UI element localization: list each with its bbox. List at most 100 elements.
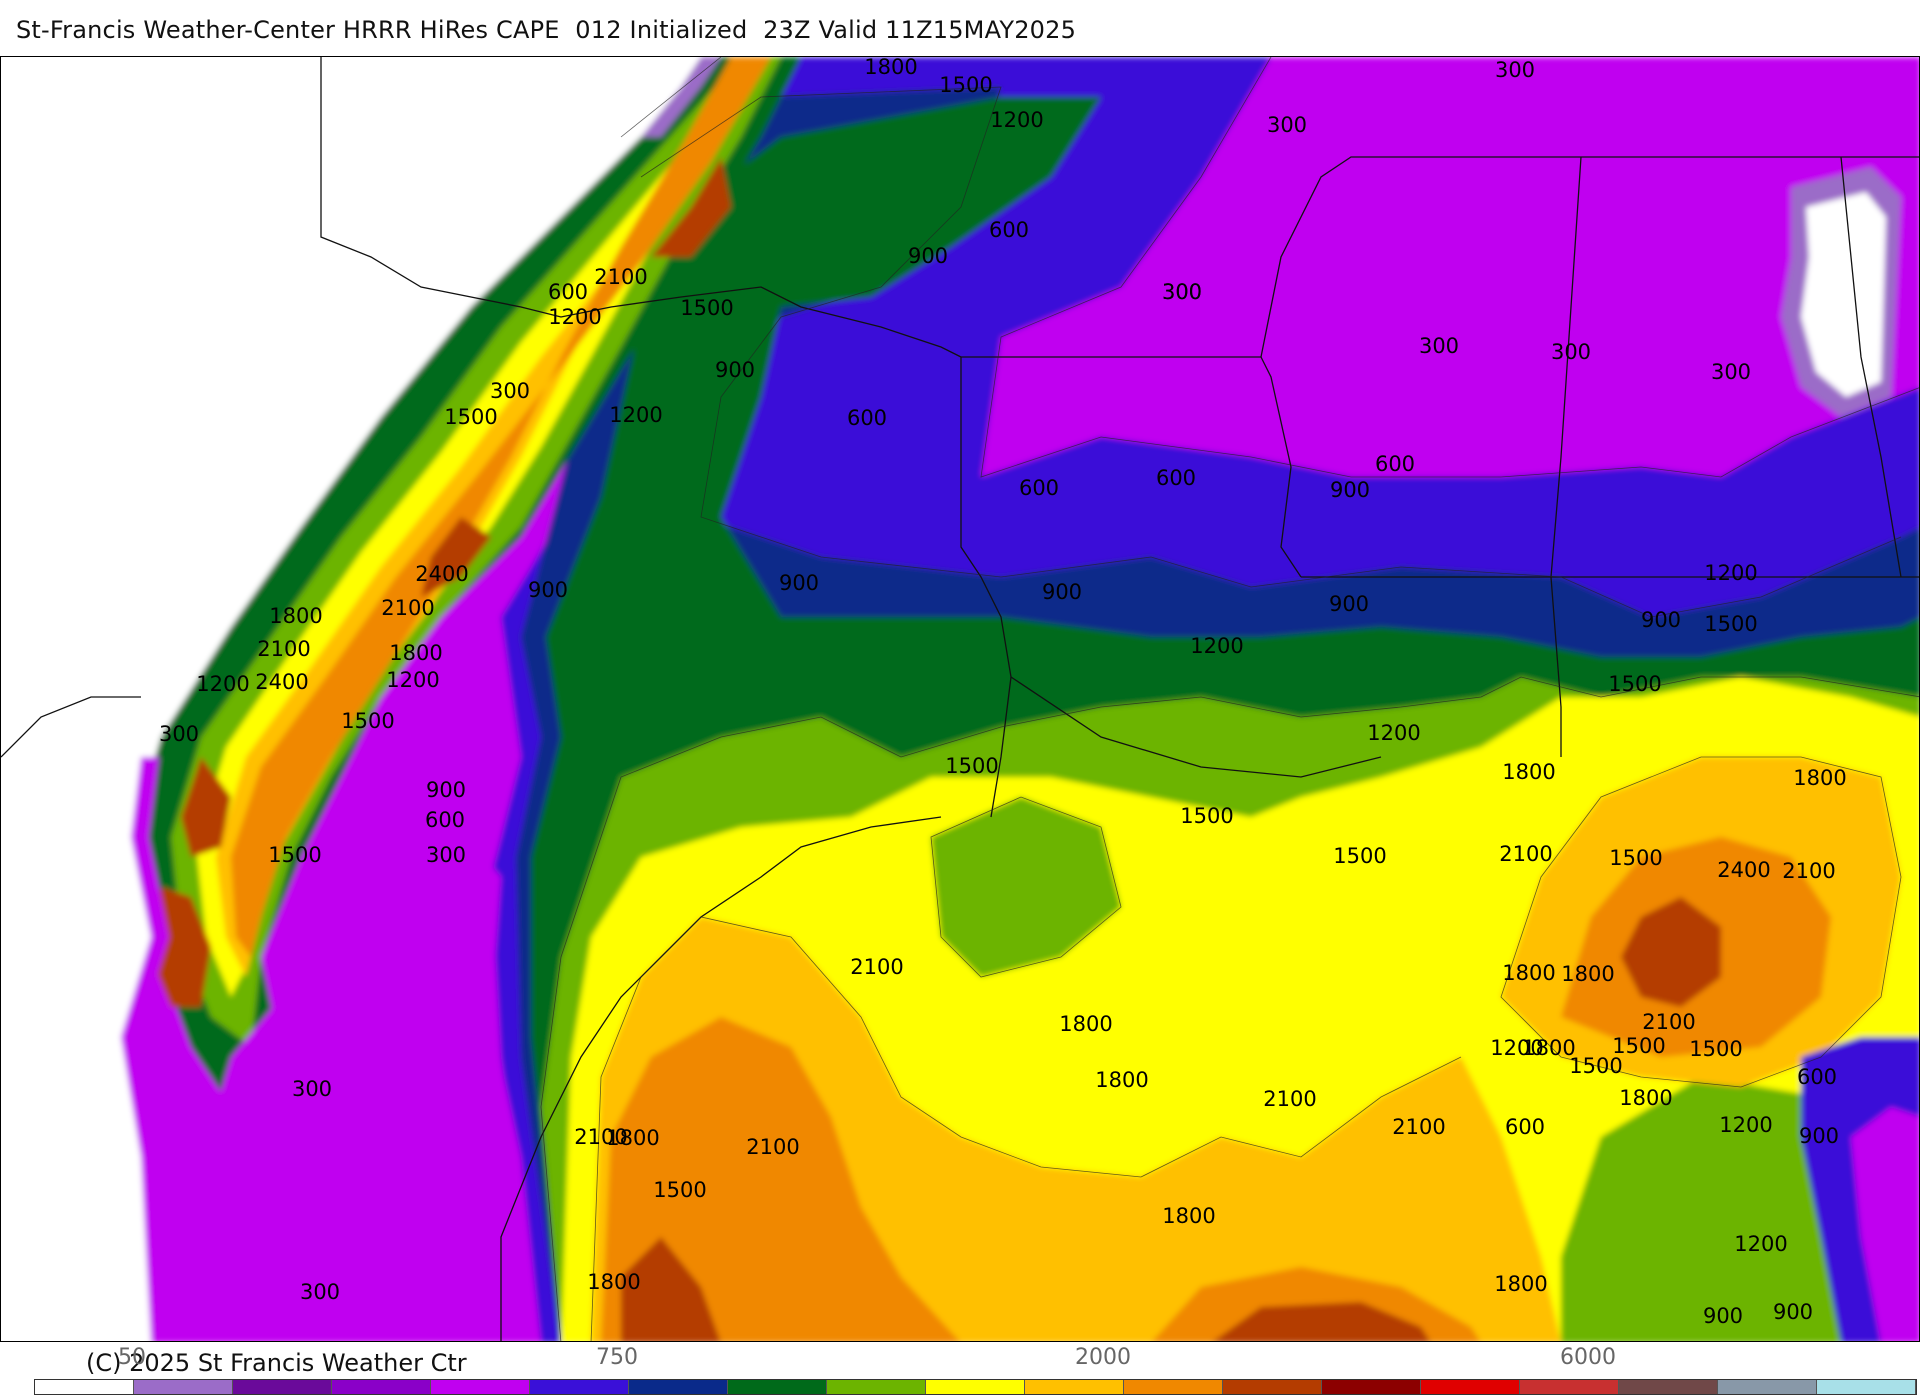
contour-label: 1500 [1608,672,1661,696]
cape-fill-layer [1,57,1919,1341]
contour-label: 2100 [1642,1010,1695,1034]
contour-label: 1500 [1689,1037,1742,1061]
contour-label: 1800 [606,1126,659,1150]
contour-label: 900 [1799,1124,1839,1148]
contour-label: 1800 [864,57,917,79]
colorbar-swatch [233,1380,332,1394]
contour-label: 900 [715,358,755,382]
contour-label: 600 [989,218,1029,242]
contour-label: 1200 [990,108,1043,132]
contour-label: 1500 [1609,846,1662,870]
contour-label: 1800 [1494,1272,1547,1296]
contour-label: 1200 [1719,1113,1772,1137]
contour-label: 600 [1019,476,1059,500]
copyright-text: (C) 2025 St Francis Weather Ctr [86,1349,467,1377]
contour-label: 1800 [587,1270,640,1294]
contour-label: 600 [425,808,465,832]
contour-label: 900 [1330,478,1370,502]
contour-label: 1800 [269,604,322,628]
contour-label: 300 [1419,334,1459,358]
contour-label: 2100 [381,596,434,620]
contour-label: 900 [908,244,948,268]
contour-label: 1800 [1059,1012,1112,1036]
contour-label: 1800 [1522,1036,1575,1060]
contour-label: 300 [426,843,466,867]
contour-label: 1200 [1734,1232,1787,1256]
contour-label: 300 [1162,280,1202,304]
contour-label: 2100 [1782,859,1835,883]
contour-label: 300 [1495,58,1535,82]
colorbar-swatch [530,1380,629,1394]
contour-label: 2100 [574,1125,627,1149]
contour-label: 1500 [1704,612,1757,636]
contour-label: 2100 [257,637,310,661]
contour-label: 900 [426,778,466,802]
contour-label: 1500 [653,1178,706,1202]
colorbar-tick-label: 2000 [1075,1345,1131,1370]
colorbar-swatch [629,1380,728,1394]
contour-label: 300 [1551,340,1591,364]
contour-label: 1800 [1793,766,1846,790]
contour-label: 900 [1703,1304,1743,1328]
colorbar-swatch [728,1380,827,1394]
contour-label: 900 [1641,608,1681,632]
colorbar-swatch [332,1380,431,1394]
contour-label: 600 [1797,1065,1837,1089]
contour-label: 1500 [341,709,394,733]
contour-label: 1800 [1619,1086,1672,1110]
colorbar-swatch [1718,1380,1817,1394]
contour-label: 2100 [594,265,647,289]
contour-label: 1500 [444,405,497,429]
contour-label: 1500 [1612,1034,1665,1058]
contour-label: 300 [159,722,199,746]
colorbar-swatch [1619,1380,1718,1394]
contour-label: 600 [1375,452,1415,476]
contour-label: 1500 [268,843,321,867]
colorbar-swatch [926,1380,1025,1394]
contour-label: 1800 [1502,961,1555,985]
contour-label: 900 [1329,592,1369,616]
contour-label: 1500 [1569,1054,1622,1078]
contour-label: 1200 [1190,634,1243,658]
colorbar-swatch [827,1380,926,1394]
cape-colorbar [34,1379,1917,1395]
colorbar-swatch [134,1380,233,1394]
contour-label: 1200 [1367,721,1420,745]
contour-label: 2400 [1717,858,1770,882]
colorbar-swatch [35,1380,134,1394]
map-title: St-Francis Weather-Center HRRR HiRes CAP… [16,16,1077,44]
contour-label: 2100 [1263,1087,1316,1111]
contour-label: 1500 [680,296,733,320]
contour-label: 1500 [945,754,998,778]
contour-label: 2100 [1392,1115,1445,1139]
colorbar-swatch [1322,1380,1421,1394]
contour-label: 1200 [548,305,601,329]
colorbar-tick-label: 750 [596,1345,638,1370]
colorbar-swatch [1817,1380,1916,1394]
contour-label: 1800 [1502,760,1555,784]
colorbar-swatch [1520,1380,1619,1394]
colorbar-swatch [431,1380,530,1394]
contour-label: 900 [1773,1300,1813,1324]
contour-label: 300 [1162,280,1202,304]
colorbar-tick-label: 50 [118,1345,146,1370]
contour-label: 2400 [415,562,468,586]
contour-label: 1200 [1704,561,1757,585]
contour-label: 900 [779,571,819,595]
contour-label: 1800 [1561,962,1614,986]
contour-label: 300 [1267,113,1307,137]
contour-label: 300 [1711,360,1751,384]
contour-label: 900 [1042,580,1082,604]
contour-label: 2400 [255,670,308,694]
colorbar-swatch [1421,1380,1520,1394]
contour-label: 600 [1505,1115,1545,1139]
contour-label: 900 [528,578,568,602]
contour-label: 1800 [1095,1068,1148,1092]
contour-label: 300 [292,1077,332,1101]
colorbar-swatch [1223,1380,1322,1394]
contour-label: 2100 [746,1135,799,1159]
contour-label: 1200 [196,672,249,696]
contour-label: 2100 [1499,842,1552,866]
